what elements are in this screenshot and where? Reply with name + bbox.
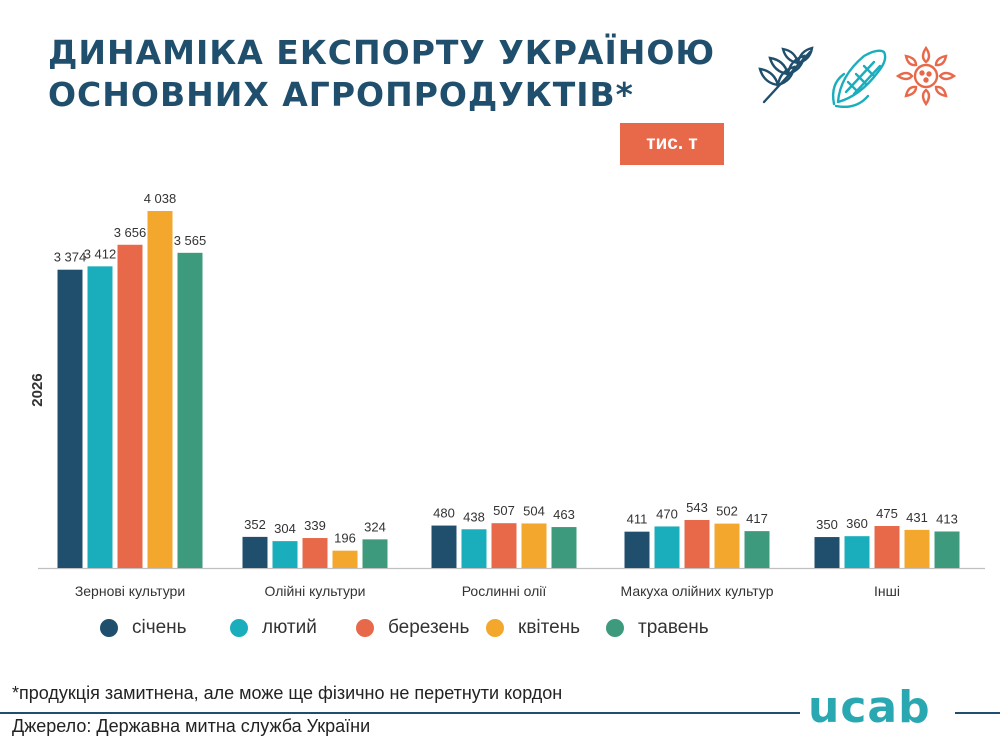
data-label-1-3: 196 bbox=[334, 531, 356, 546]
data-label-4-0: 350 bbox=[816, 517, 838, 532]
bar-chart: 2026 3 374 352 480 411 350 3 412 304 438 470 360 3 … bbox=[29, 191, 985, 599]
legend-swatch-kviten bbox=[486, 619, 504, 637]
chart-title: ДИНАМІКА ЕКСПОРТУ УКРАЇНОЮ ОСНОВНИХ АГРО… bbox=[48, 32, 715, 116]
data-label-3-4: 417 bbox=[746, 511, 768, 526]
bar-3-3 bbox=[714, 523, 740, 568]
legend: січень лютий березень квітень травень bbox=[100, 613, 740, 643]
legend-label-berezen: березень bbox=[388, 617, 470, 638]
data-label-0-0: 3 374 bbox=[54, 250, 87, 265]
unit-badge: тис. т bbox=[620, 123, 724, 165]
bar-3-2 bbox=[684, 519, 710, 568]
data-label-4-3: 431 bbox=[906, 510, 928, 525]
data-label-1-4: 324 bbox=[364, 519, 386, 534]
source-divider bbox=[0, 712, 800, 714]
data-label-0-3: 4 038 bbox=[144, 191, 177, 206]
legend-item-lyutyi: лютий bbox=[230, 613, 317, 643]
bar-2-0 bbox=[431, 525, 457, 568]
title-line-2: ОСНОВНИХ АГРОПРОДУКТІВ* bbox=[48, 75, 634, 114]
bar-2-2 bbox=[491, 523, 517, 568]
bar-2-4 bbox=[551, 527, 577, 568]
bar-3-1 bbox=[654, 526, 680, 568]
bar-0-2 bbox=[117, 244, 143, 569]
data-label-4-2: 475 bbox=[876, 506, 898, 521]
bar-1-3 bbox=[332, 550, 358, 568]
data-label-3-2: 543 bbox=[686, 500, 708, 515]
bar-1-2 bbox=[302, 538, 328, 568]
category-label-1: Олійні культури bbox=[265, 583, 366, 599]
legend-item-sichen: січень bbox=[100, 613, 187, 643]
y-axis-label: 2026 bbox=[29, 373, 46, 406]
legend-label-traven: травень bbox=[638, 617, 709, 638]
legend-label-sichen: січень bbox=[132, 617, 187, 638]
wheat-icon bbox=[758, 46, 814, 104]
data-label-2-3: 504 bbox=[523, 503, 545, 518]
data-label-0-2: 3 656 bbox=[114, 225, 147, 240]
legend-label-kviten: квітень bbox=[518, 617, 581, 638]
bar-3-0 bbox=[624, 531, 650, 568]
bar-2-3 bbox=[521, 523, 547, 568]
legend-item-traven: травень bbox=[606, 613, 709, 643]
data-label-2-4: 463 bbox=[553, 507, 575, 522]
data-label-2-2: 507 bbox=[493, 503, 515, 518]
bar-4-2 bbox=[874, 526, 900, 568]
category-label-3: Макуха олійних культур bbox=[621, 583, 774, 599]
data-label-2-1: 438 bbox=[463, 509, 485, 524]
data-label-3-1: 470 bbox=[656, 506, 678, 521]
bar-4-1 bbox=[844, 536, 870, 568]
sunflower-icon bbox=[895, 45, 957, 107]
footnote: *продукція замитнена, але може ще фізичн… bbox=[12, 683, 563, 703]
category-label-4: Інші bbox=[874, 583, 900, 599]
bar-1-0 bbox=[242, 536, 268, 568]
data-label-4-4: 413 bbox=[936, 511, 958, 526]
source-text: Джерело: Державна митна служба України bbox=[12, 716, 371, 736]
legend-label-lyutyi: лютий bbox=[262, 617, 317, 638]
data-label-2-0: 480 bbox=[433, 506, 455, 521]
data-label-0-4: 3 565 bbox=[174, 233, 207, 248]
bar-3-4 bbox=[744, 531, 770, 568]
legend-item-kviten: квітень bbox=[486, 613, 580, 643]
legend-item-berezen: березень bbox=[356, 613, 469, 643]
bar-2-1 bbox=[461, 529, 487, 568]
data-label-1-1: 304 bbox=[274, 521, 296, 536]
data-label-1-0: 352 bbox=[244, 517, 266, 532]
bar-1-1 bbox=[272, 541, 298, 568]
bar-4-3 bbox=[904, 529, 930, 568]
legend-swatch-traven bbox=[606, 619, 624, 637]
bar-1-4 bbox=[362, 539, 388, 568]
ucab-logo: ucab bbox=[808, 682, 931, 733]
category-label-0: Зернові культури bbox=[75, 583, 185, 599]
bar-4-4 bbox=[934, 531, 960, 568]
bar-0-1 bbox=[87, 266, 113, 568]
category-label-2: Рослинні олії bbox=[462, 583, 547, 599]
legend-swatch-lyutyi bbox=[230, 619, 248, 637]
data-label-4-1: 360 bbox=[846, 516, 868, 531]
data-label-0-1: 3 412 bbox=[84, 246, 117, 261]
corn-icon bbox=[831, 49, 887, 108]
bar-0-4 bbox=[177, 252, 203, 568]
data-label-3-0: 411 bbox=[627, 512, 648, 527]
legend-swatch-berezen bbox=[356, 619, 374, 637]
header-icons bbox=[758, 45, 957, 108]
data-label-1-2: 339 bbox=[304, 518, 326, 533]
data-label-3-3: 502 bbox=[716, 504, 738, 519]
legend-swatch-sichen bbox=[100, 619, 118, 637]
bar-0-3 bbox=[147, 211, 173, 568]
bar-0-0 bbox=[57, 269, 83, 568]
title-line-1: ДИНАМІКА ЕКСПОРТУ УКРАЇНОЮ bbox=[48, 33, 716, 72]
logo-divider bbox=[955, 712, 1000, 714]
bar-4-0 bbox=[814, 537, 840, 568]
